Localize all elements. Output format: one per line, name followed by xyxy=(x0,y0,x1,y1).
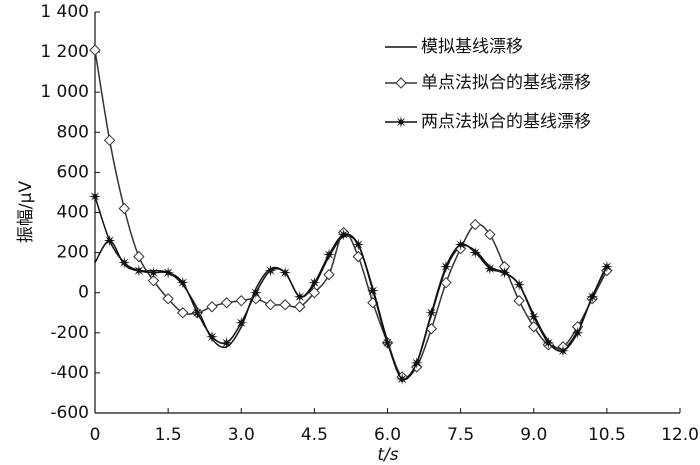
x-axis-label: t/s xyxy=(377,445,398,465)
star-marker xyxy=(571,326,584,339)
y-tick-label: -400 xyxy=(50,363,89,383)
star-marker xyxy=(381,336,394,349)
star-marker xyxy=(147,266,160,279)
star-marker xyxy=(118,256,131,269)
star-marker xyxy=(454,238,467,251)
star-marker xyxy=(410,356,423,369)
star-marker xyxy=(176,276,189,289)
star-marker xyxy=(396,372,409,385)
star-marker xyxy=(279,266,292,279)
diamond-marker xyxy=(323,268,335,281)
star-marker xyxy=(557,344,569,357)
x-tick-label: 9.0 xyxy=(520,425,547,445)
star-marker xyxy=(132,264,145,277)
diamond-marker xyxy=(440,276,452,289)
series-line xyxy=(94,196,608,381)
legend-marker xyxy=(395,116,407,128)
y-tick-label: 600 xyxy=(57,162,89,182)
star-marker xyxy=(264,264,277,277)
diamond-marker xyxy=(264,299,277,311)
star-marker xyxy=(498,266,511,279)
diamond-marker xyxy=(308,286,321,299)
x-tick-label: 6.0 xyxy=(374,425,401,445)
diamond-marker xyxy=(220,297,233,309)
diamond-marker xyxy=(469,218,481,231)
y-tick-label: 200 xyxy=(57,243,89,263)
star-marker xyxy=(293,290,306,303)
star-marker xyxy=(527,310,540,323)
diamond-marker xyxy=(147,274,160,287)
star-marker xyxy=(103,234,116,247)
star-marker xyxy=(191,306,204,319)
star-marker xyxy=(440,260,452,273)
x-tick-label: 4.5 xyxy=(301,425,328,445)
legend-marker xyxy=(395,77,407,89)
star-marker xyxy=(425,306,438,319)
x-tick-label: 7.5 xyxy=(447,425,474,445)
diamond-marker xyxy=(89,44,101,56)
diamond-marker xyxy=(235,295,247,307)
star-marker xyxy=(249,286,262,299)
legend-label: 单点法拟合的基线漂移 xyxy=(421,73,591,93)
star-marker xyxy=(220,336,233,349)
star-marker xyxy=(586,290,599,303)
star-marker xyxy=(469,246,482,259)
y-tick-label: 1 000 xyxy=(40,82,89,102)
star-marker xyxy=(513,278,526,291)
star-marker xyxy=(323,248,335,261)
x-tick-label: 12.0 xyxy=(661,425,699,445)
diamond-marker xyxy=(133,250,145,263)
y-tick-label: 400 xyxy=(57,203,89,223)
series-line xyxy=(94,49,608,379)
y-tick-label: 1 200 xyxy=(40,42,89,62)
y-tick-label: 1 400 xyxy=(40,2,89,22)
star-marker xyxy=(366,284,379,297)
diamond-marker xyxy=(279,299,291,311)
diamond-marker xyxy=(206,301,218,313)
y-tick-label: -200 xyxy=(50,323,89,343)
y-tick-label: -600 xyxy=(50,403,89,423)
x-tick-label: 1.5 xyxy=(155,425,182,445)
y-tick-label: 0 xyxy=(78,283,89,303)
diamond-marker xyxy=(118,202,130,215)
x-tick-label: 10.5 xyxy=(588,425,626,445)
diamond-marker xyxy=(177,307,189,319)
diamond-marker xyxy=(162,293,174,305)
star-marker xyxy=(600,260,613,273)
y-tick-label: 800 xyxy=(57,122,89,142)
diamond-marker xyxy=(484,228,496,241)
diamond-marker xyxy=(294,301,306,313)
legend-label: 两点法拟合的基线漂移 xyxy=(421,112,591,132)
star-marker xyxy=(206,330,218,343)
legend-label: 模拟基线漂移 xyxy=(421,37,523,57)
y-axis-label: 振幅/μV xyxy=(16,181,36,244)
star-marker xyxy=(235,316,248,329)
x-tick-label: 3.0 xyxy=(228,425,255,445)
star-marker xyxy=(89,190,101,203)
star-marker xyxy=(162,266,175,279)
x-tick-label: 0 xyxy=(90,425,101,445)
star-marker xyxy=(483,262,496,275)
diamond-marker xyxy=(103,134,116,147)
star-marker xyxy=(308,276,321,289)
diamond-marker xyxy=(513,295,525,307)
star-marker xyxy=(352,238,365,251)
star-marker xyxy=(337,228,350,241)
star-marker xyxy=(542,336,555,349)
